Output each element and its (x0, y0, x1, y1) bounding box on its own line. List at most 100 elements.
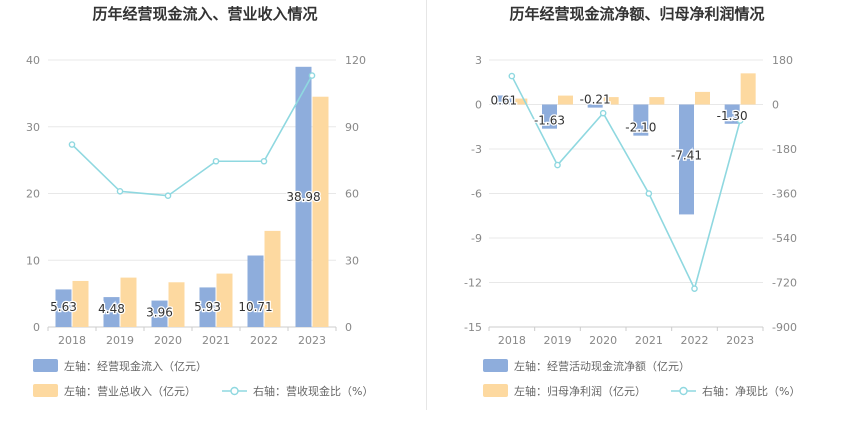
y-tick-label-right: -900 (772, 321, 797, 334)
y-tick-label-right: 30 (345, 254, 359, 267)
bar-primary (247, 255, 264, 327)
data-label: 10.71 (238, 300, 272, 314)
chart-title: 历年经营现金流净额、归母净利润情况 (509, 5, 764, 23)
y-tick-label-right: -540 (772, 232, 797, 245)
ratio-point (736, 117, 744, 124)
x-tick-label: 2019 (544, 334, 572, 347)
chart-left: 历年经营现金流入、营业收入情况 0 10 20 30 40 0 30 60 90 120 2018 20… (26, 5, 373, 398)
bar-secondary (120, 277, 137, 327)
legend-label: 左轴：经营活动现金流净额（亿元） (514, 359, 690, 373)
x-tick-label: 2022 (250, 334, 278, 347)
bar-primary (724, 104, 740, 124)
y-tick-label-right: 90 (345, 121, 359, 134)
bar-primary (633, 104, 649, 136)
bar-primary (295, 66, 312, 327)
x-tick-label: 2018 (498, 334, 526, 347)
x-tick-label: 2021 (635, 334, 663, 347)
x-tick-label: 2020 (589, 334, 617, 347)
chart-panel-right: 历年经营现金流净额、归母净利润情况 3 0 -3 -6 -9 -12 -15 180 0 -180 -… (427, 0, 850, 437)
chart-panel-left: 历年经营现金流入、营业收入情况 0 10 20 30 40 0 30 60 90 120 2018 20… (26, 5, 373, 398)
bar-secondary (72, 280, 89, 327)
bar-secondary (740, 73, 756, 105)
bar-primary (103, 297, 120, 327)
y-tick-label-right: -180 (772, 143, 797, 156)
ratio-point (308, 72, 316, 79)
ratio-point (68, 141, 76, 148)
y-tick-label-left: 30 (26, 121, 40, 134)
y-tick-label-right: -720 (772, 277, 797, 290)
data-label: 38.98 (286, 190, 320, 204)
bar-primary (587, 104, 603, 108)
legend-label: 左轴：营业总收入（亿元） (64, 384, 196, 398)
y-tick-label-left: -9 (471, 232, 482, 245)
x-tick-label: 2022 (681, 334, 709, 347)
y-tick-label-left: -12 (464, 277, 482, 290)
bar-secondary (695, 91, 710, 105)
bar-secondary (512, 98, 528, 105)
legend-swatch (483, 384, 508, 397)
y-tick-label-right: 180 (772, 54, 793, 67)
ratio-point (508, 72, 516, 80)
bar-secondary (168, 282, 185, 327)
y-tick-label-right: 60 (345, 188, 359, 201)
ratio-line (511, 75, 741, 291)
ratio-point (260, 157, 268, 165)
y-tick-label-right: 120 (345, 54, 366, 67)
y-tick-label-left: 20 (26, 188, 40, 201)
legend-swatch (483, 359, 508, 372)
y-tick-label-left: -15 (464, 321, 482, 334)
bar-primary (199, 287, 216, 327)
bar-secondary (216, 273, 233, 327)
y-tick-label-left: 0 (475, 99, 482, 112)
y-tick-label-right: -360 (772, 188, 797, 201)
data-label: 4.48 (98, 302, 125, 316)
data-label: 5.63 (50, 300, 77, 314)
bar-secondary (603, 97, 619, 105)
data-label: -2.10 (625, 121, 656, 135)
x-tick-label: 2023 (726, 334, 754, 347)
legend-swatch (33, 384, 58, 397)
legend-label: 右轴：净现比（%） (702, 384, 800, 398)
x-tick-label: 2021 (202, 334, 230, 347)
ratio-point (554, 161, 561, 169)
bar-secondary (264, 230, 281, 327)
bar-secondary (649, 97, 665, 105)
legend-label: 左轴：归母净利润（亿元） (514, 384, 646, 398)
ratio-point (116, 187, 124, 195)
y-tick-label-right: 0 (772, 99, 779, 112)
ratio-point (645, 190, 653, 197)
bar-primary (151, 300, 168, 327)
data-label: -7.41 (671, 148, 702, 162)
data-label: 5.93 (194, 300, 221, 314)
ratio-line (71, 75, 313, 197)
data-label: 0.61 (490, 94, 517, 108)
chart-title: 历年经营现金流入、营业收入情况 (92, 5, 317, 23)
x-tick-label: 2020 (154, 334, 182, 347)
x-tick-label: 2019 (106, 334, 134, 347)
y-tick-label-left: 3 (475, 54, 482, 67)
data-label: -0.21 (580, 93, 611, 107)
y-tick-label-left: 40 (26, 54, 40, 67)
legend-label: 右轴：营收现金比（%） (253, 384, 373, 398)
legend-marker (230, 386, 239, 396)
legend-label: 左轴：经营现金流入（亿元） (64, 359, 207, 373)
ratio-point (164, 192, 172, 200)
legend-swatch (33, 359, 58, 372)
y-tick-label-left: -6 (471, 188, 482, 201)
y-tick-label-left: -3 (471, 143, 482, 156)
panel-divider (426, 0, 427, 410)
ratio-point (599, 109, 607, 117)
bar-primary (679, 104, 694, 215)
data-label: 3.96 (146, 306, 173, 320)
ratio-point (212, 157, 220, 165)
x-tick-label: 2018 (58, 334, 86, 347)
x-tick-label: 2023 (298, 334, 326, 347)
legend-marker (679, 386, 688, 396)
ratio-point (691, 285, 698, 292)
data-label: -1.63 (534, 114, 565, 128)
data-label: -1.30 (717, 109, 748, 123)
bar-primary (542, 104, 557, 129)
bar-primary (496, 95, 512, 105)
y-tick-label-left: 10 (26, 254, 40, 267)
bar-secondary (558, 95, 573, 105)
